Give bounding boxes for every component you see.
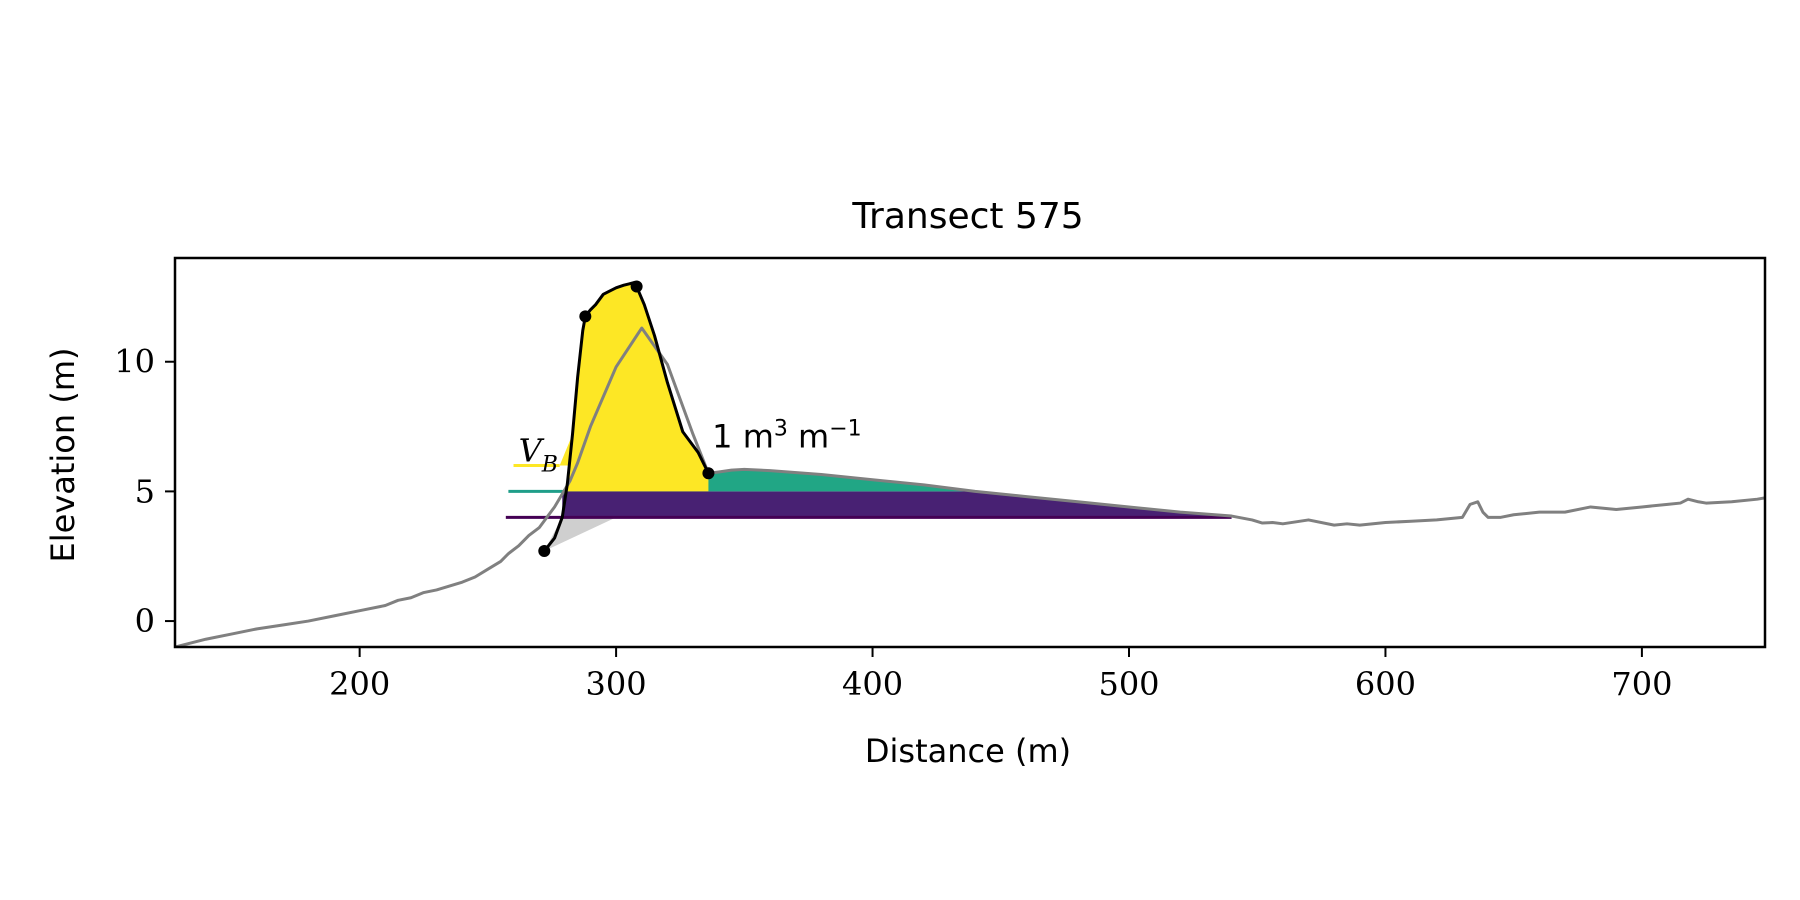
volume-band-2 bbox=[562, 491, 1232, 518]
annotation-volume-sup2: −1 bbox=[829, 416, 861, 441]
y-tick-label-2: 10 bbox=[114, 343, 155, 381]
below-toe-wedge bbox=[544, 517, 617, 552]
axes: 200 300 400 500 600 700 0 5 10 bbox=[114, 256, 1767, 703]
annotation-volume-part1: 1 m bbox=[712, 417, 774, 455]
annotation-volume-sup1: 3 bbox=[774, 416, 788, 441]
x-tick-label-5: 700 bbox=[1611, 665, 1672, 703]
y-axis-label: Elevation (m) bbox=[44, 348, 82, 563]
dune-point-3 bbox=[702, 467, 715, 480]
chart-title: Transect 575 bbox=[851, 196, 1083, 237]
dune-point-2 bbox=[630, 280, 643, 293]
dune-volume-fill bbox=[559, 282, 706, 466]
y-tick-label-0: 0 bbox=[135, 602, 155, 640]
annotation-volume-part2: m bbox=[788, 417, 829, 455]
plot-content bbox=[175, 281, 1765, 647]
annotation-vb-sub: B bbox=[541, 452, 558, 477]
x-tick-label-3: 500 bbox=[1098, 665, 1159, 703]
dune-point-0 bbox=[538, 545, 551, 558]
x-tick-label-1: 300 bbox=[586, 665, 647, 703]
volume-band-0 bbox=[559, 465, 709, 492]
annotation-vb-main: V bbox=[519, 431, 545, 469]
dune-profile-line bbox=[543, 281, 710, 552]
annotation-volume: 1 m3 m−1 bbox=[712, 416, 861, 455]
dune-point-1 bbox=[579, 310, 592, 323]
annotation-vb: VB bbox=[519, 431, 558, 477]
x-tick-label-2: 400 bbox=[842, 665, 903, 703]
x-tick-label-0: 200 bbox=[329, 665, 390, 703]
profile-line bbox=[175, 326, 1765, 647]
x-axis-label: Distance (m) bbox=[865, 732, 1071, 770]
plot-area: VB 1 m3 m−1 bbox=[175, 280, 1765, 647]
plot-frame bbox=[173, 256, 1767, 649]
volume-band-1 bbox=[559, 465, 1253, 492]
y-tick-label-1: 5 bbox=[135, 472, 155, 510]
x-tick-label-4: 600 bbox=[1355, 665, 1416, 703]
